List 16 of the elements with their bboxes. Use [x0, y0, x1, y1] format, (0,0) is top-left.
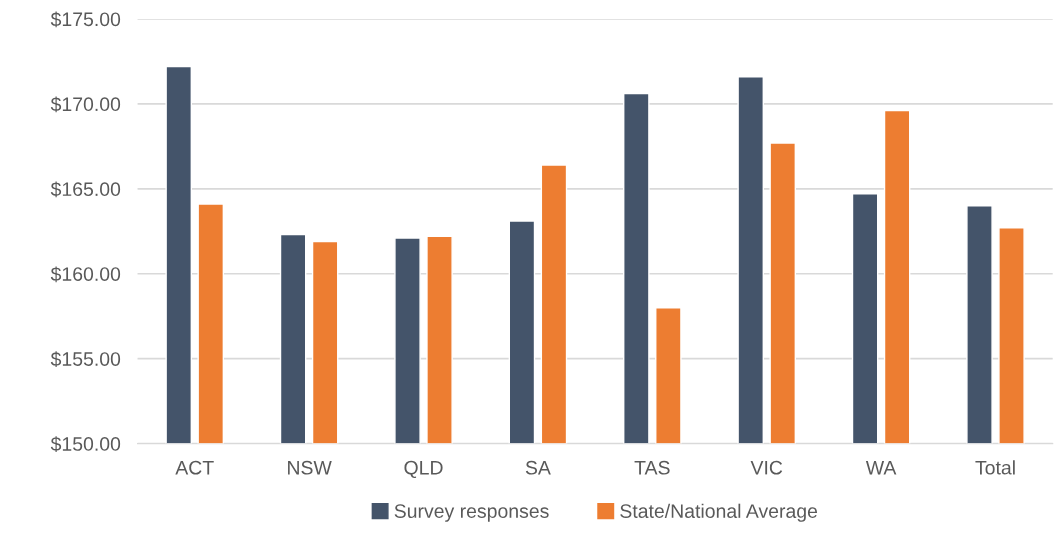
- x-tick-label: ACT: [175, 460, 214, 475]
- y-tick-label: $150.00: [50, 436, 121, 453]
- y-tick-label: $170.00: [50, 96, 121, 113]
- x-tick-label: VIC: [750, 460, 783, 475]
- y-tick-label: $160.00: [50, 266, 121, 283]
- x-tick-label: QLD: [404, 460, 443, 479]
- x-tick-label: Total: [975, 460, 1015, 475]
- x-tick-label: NSW: [288, 460, 332, 475]
- legend-label: State/National Average: [620, 503, 818, 522]
- y-tick-label: $155.00: [50, 351, 121, 368]
- x-tick-label: SA: [525, 460, 551, 475]
- y-tick-label: $165.00: [50, 181, 121, 198]
- x-tick-label: WA: [865, 461, 897, 475]
- x-tick-label: TAS: [634, 460, 670, 475]
- legend-label: Survey responses: [394, 504, 549, 522]
- y-tick-label: $175.00: [50, 11, 121, 28]
